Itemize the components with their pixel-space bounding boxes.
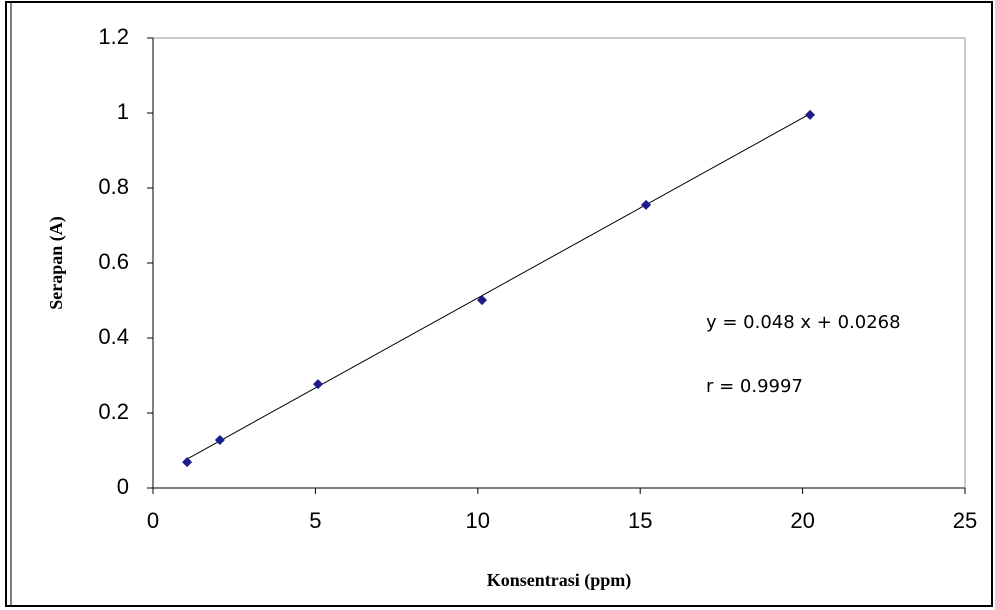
trendline — [187, 114, 810, 459]
x-tick-label: 10 — [466, 508, 490, 533]
y-tick-label: 0.2 — [98, 399, 129, 424]
chart: Konsentrasi (ppm) Serapan (A) y = 0.048 … — [0, 0, 995, 610]
y-tick-label: 1 — [117, 99, 129, 124]
marker — [215, 435, 225, 445]
y-tick-label: 1.2 — [98, 24, 129, 49]
y-tick-label: 0.4 — [98, 324, 129, 349]
annotation: r = 0.9997 — [706, 376, 803, 397]
y-tick-label: 0 — [117, 474, 129, 499]
marker — [805, 110, 815, 120]
x-tick-label: 0 — [147, 508, 159, 533]
annotation: y = 0.048 x + 0.0268 — [706, 312, 901, 333]
x-axis-title: Konsentrasi (ppm) — [487, 570, 632, 591]
marker — [477, 295, 487, 305]
marker — [182, 457, 192, 467]
x-tick-label: 25 — [953, 508, 977, 533]
x-tick-label: 5 — [309, 508, 321, 533]
plot-area — [153, 38, 965, 488]
y-axis-title: Serapan (A) — [46, 216, 67, 310]
marker — [313, 379, 323, 389]
y-tick-label: 0.6 — [98, 249, 129, 274]
x-tick-label: 15 — [628, 508, 652, 533]
y-tick-label: 0.8 — [98, 174, 129, 199]
x-tick-label: 20 — [790, 508, 814, 533]
marker — [641, 200, 651, 210]
